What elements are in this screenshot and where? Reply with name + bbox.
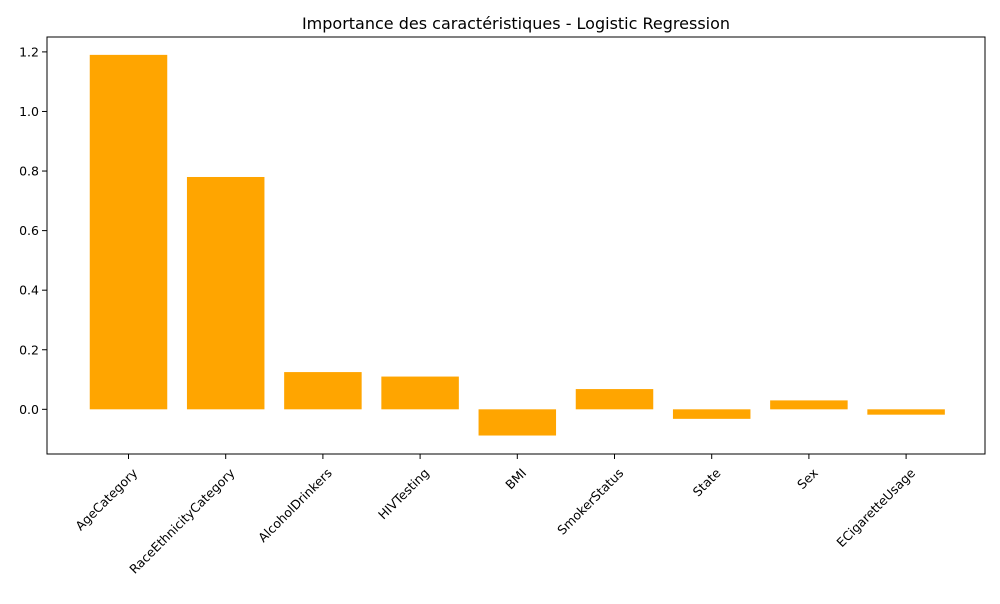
y-tick-label: 0.0	[19, 402, 39, 417]
x-tick-label: SmokerStatus	[554, 465, 626, 537]
bar-SmokerStatus	[575, 389, 654, 410]
bar-RaceEthnicityCategory	[186, 176, 265, 410]
y-tick-label: 0.6	[19, 223, 39, 238]
bars-group	[89, 54, 945, 436]
x-tick-label: AlcoholDrinkers	[255, 465, 335, 545]
y-tick-label: 1.2	[19, 44, 39, 59]
x-tick-label: State	[690, 465, 724, 499]
y-axis: 0.0 0.2 0.4 0.6 0.8 1.0 1.2	[19, 44, 47, 417]
x-tick-label: AgeCategory	[72, 465, 141, 534]
bar-HIVTesting	[381, 376, 459, 410]
bar-AgeCategory	[89, 54, 168, 410]
bar-Sex	[770, 400, 848, 410]
y-tick-label: 0.4	[19, 283, 39, 298]
bar-AlcoholDrinkers	[284, 372, 362, 410]
plot-frame	[46, 36, 986, 455]
y-tick-label: 0.2	[19, 342, 39, 357]
x-tick-label: HIVTesting	[375, 465, 432, 522]
y-tick-label: 0.8	[19, 164, 39, 179]
bar-State	[672, 409, 751, 419]
x-tick-label: ECigaretteUsage	[833, 465, 918, 550]
chart-title: Importance des caractéristiques - Logist…	[302, 14, 730, 33]
bar-ECigaretteUsage	[867, 409, 945, 415]
x-tick-label: RaceEthnicityCategory	[126, 465, 238, 577]
x-tick-label: Sex	[794, 465, 821, 492]
bar-BMI	[478, 409, 557, 436]
y-tick-label: 1.0	[19, 104, 39, 119]
x-tick-label: BMI	[502, 465, 529, 492]
